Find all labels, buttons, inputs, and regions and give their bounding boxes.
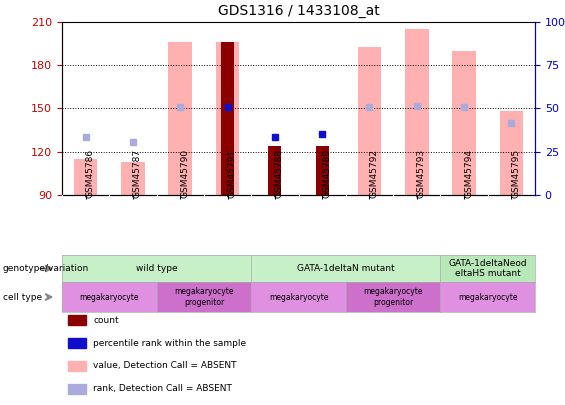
- Text: GATA-1deltaN mutant: GATA-1deltaN mutant: [297, 264, 394, 273]
- Text: cell type: cell type: [3, 292, 42, 301]
- Title: GDS1316 / 1433108_at: GDS1316 / 1433108_at: [218, 4, 379, 18]
- Bar: [216, 42, 240, 195]
- Text: GATA-1deltaNeod
eltaHS mutant: GATA-1deltaNeod eltaHS mutant: [449, 259, 527, 278]
- Text: GSM45790: GSM45790: [180, 149, 189, 198]
- Bar: [452, 51, 476, 195]
- Text: GSM45786: GSM45786: [86, 149, 95, 198]
- Bar: [405, 29, 429, 195]
- Bar: [68, 338, 86, 348]
- Text: GSM45789: GSM45789: [322, 149, 331, 198]
- Text: megakaryocyte
progenitor: megakaryocyte progenitor: [363, 287, 423, 307]
- Text: percentile rank within the sample: percentile rank within the sample: [93, 339, 246, 347]
- Text: megakaryocyte
progenitor: megakaryocyte progenitor: [174, 287, 234, 307]
- Bar: [121, 162, 145, 195]
- Text: GSM45795: GSM45795: [511, 149, 520, 198]
- Text: GSM45787: GSM45787: [133, 149, 142, 198]
- Text: GSM45793: GSM45793: [417, 149, 426, 198]
- Text: GSM45794: GSM45794: [464, 149, 473, 198]
- Text: genotype/variation: genotype/variation: [3, 264, 89, 273]
- Bar: [315, 146, 329, 195]
- Text: value, Detection Call = ABSENT: value, Detection Call = ABSENT: [93, 361, 237, 371]
- Text: megakaryocyte: megakaryocyte: [80, 292, 139, 301]
- Bar: [358, 47, 381, 195]
- Bar: [268, 146, 281, 195]
- Bar: [74, 159, 98, 195]
- Text: GSM45788: GSM45788: [275, 149, 284, 198]
- Bar: [499, 111, 523, 195]
- Text: megakaryocyte: megakaryocyte: [458, 292, 518, 301]
- Text: GSM45791: GSM45791: [228, 149, 237, 198]
- Bar: [68, 315, 86, 325]
- Bar: [68, 384, 86, 394]
- Text: GSM45792: GSM45792: [370, 149, 379, 198]
- Text: rank, Detection Call = ABSENT: rank, Detection Call = ABSENT: [93, 384, 232, 393]
- Bar: [221, 42, 234, 195]
- Text: count: count: [93, 315, 119, 324]
- Text: wild type: wild type: [136, 264, 177, 273]
- Bar: [68, 361, 86, 371]
- Text: megakaryocyte: megakaryocyte: [269, 292, 328, 301]
- Bar: [168, 42, 192, 195]
